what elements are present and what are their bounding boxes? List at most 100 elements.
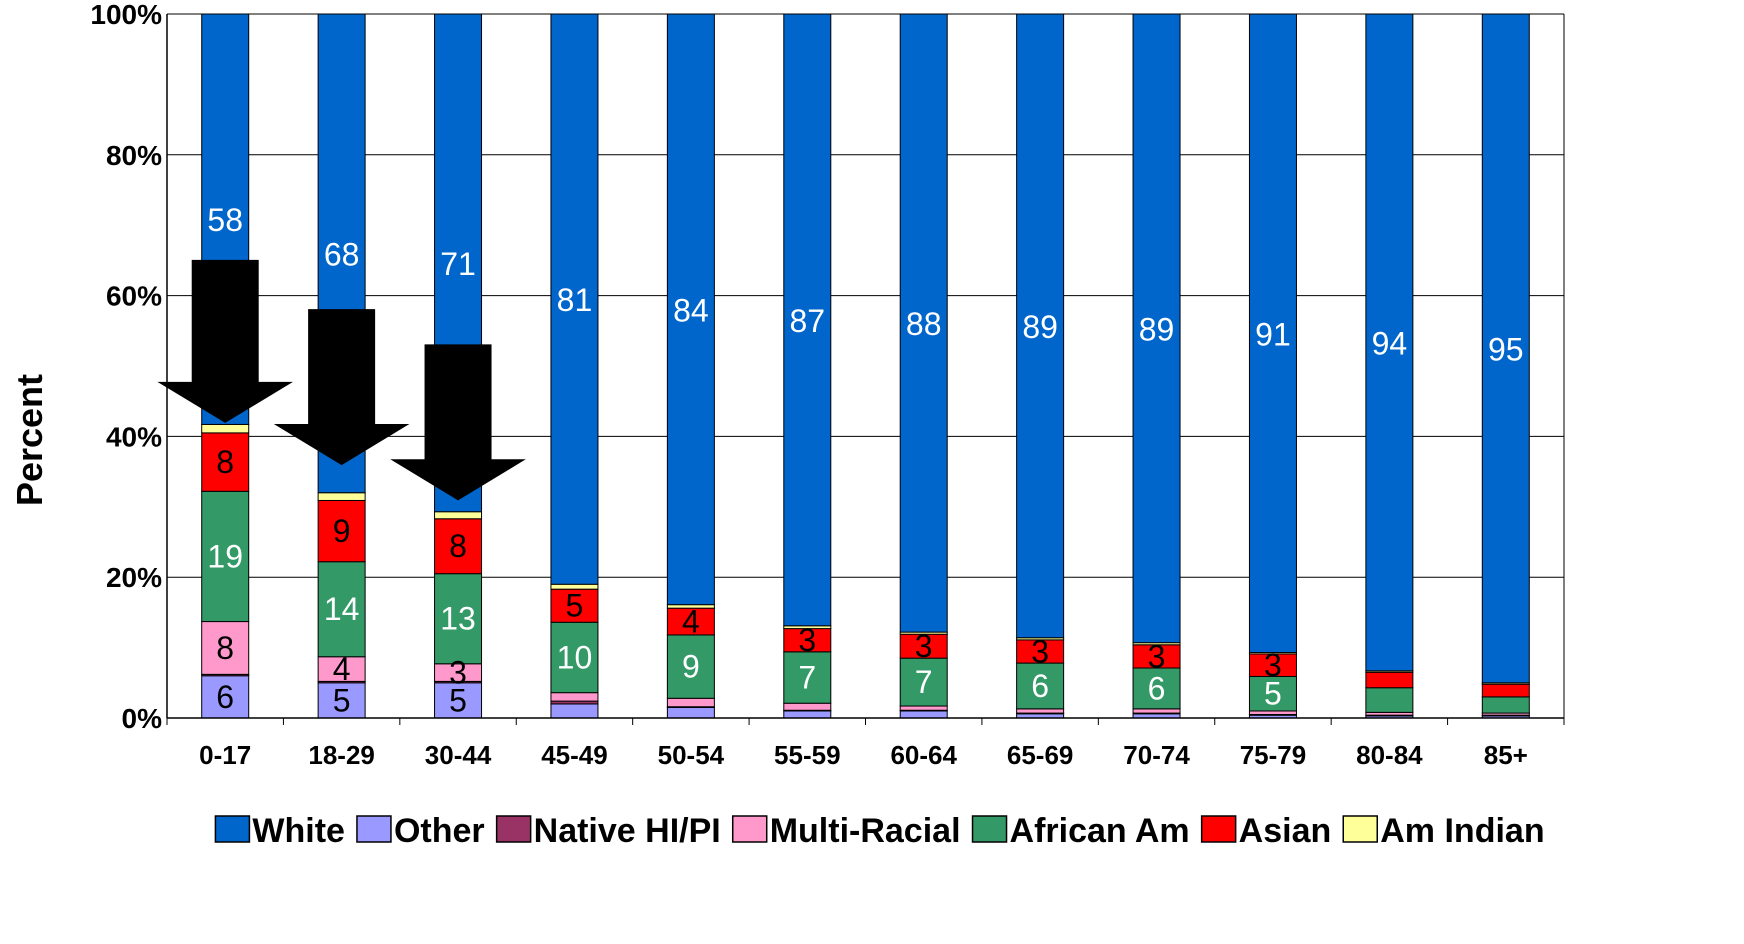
bar-segment xyxy=(899,657,948,707)
data-label: 5 xyxy=(449,682,467,718)
bar-segment xyxy=(550,588,599,623)
legend-swatch xyxy=(731,815,768,843)
bar-segment xyxy=(317,561,366,658)
data-label: 10 xyxy=(557,639,593,675)
x-tick-label: 30-44 xyxy=(425,740,492,770)
data-labels: 6819858541496853138711058194847387738863… xyxy=(207,202,1523,718)
gridlines xyxy=(167,13,1564,719)
legend-label: African Am xyxy=(1010,812,1190,850)
y-tick-label: 60% xyxy=(106,281,162,312)
bar-segment xyxy=(550,692,599,702)
bar-segment xyxy=(1481,13,1530,684)
bar-segment xyxy=(783,13,832,627)
data-label: 5 xyxy=(566,588,584,624)
x-tick-label: 18-29 xyxy=(308,740,375,770)
bar-segment xyxy=(1132,708,1181,714)
bar-stacks xyxy=(201,13,1530,719)
data-label: 5 xyxy=(333,682,351,718)
legend-swatch xyxy=(356,815,392,843)
data-label: 8 xyxy=(216,630,234,666)
data-label: 3 xyxy=(915,628,933,664)
x-tick-label: 85+ xyxy=(1484,740,1528,770)
x-tick-label: 45-49 xyxy=(541,740,608,770)
bar-segment xyxy=(1016,662,1065,710)
axes: 0% 20% 40% 60% 80% 100% 0-17 18-29 30-44 45-49 50-… xyxy=(90,0,1565,770)
bar-segment xyxy=(550,703,599,719)
bar-segment xyxy=(434,511,483,520)
data-label: 6 xyxy=(1148,670,1166,706)
bar-segment xyxy=(666,697,715,708)
data-label: 7 xyxy=(915,664,933,700)
bar-segment xyxy=(783,710,832,719)
legend-swatch xyxy=(971,815,1008,843)
y-tick-label: 40% xyxy=(106,421,162,452)
bar-segment xyxy=(783,651,832,704)
legend-swatch xyxy=(1200,815,1237,843)
annotation-arrows xyxy=(157,259,526,501)
data-label: 9 xyxy=(682,649,700,685)
legend-label: Other xyxy=(394,812,485,850)
data-label: 6 xyxy=(216,679,234,715)
x-tick-label: 55-59 xyxy=(774,740,841,770)
bar-segment xyxy=(1365,687,1414,713)
data-label: 81 xyxy=(557,282,593,318)
legend-label: Am Indian xyxy=(1380,812,1544,850)
data-label: 5 xyxy=(1264,676,1282,712)
data-label: 94 xyxy=(1372,325,1408,361)
bar-segment xyxy=(317,499,366,563)
down-arrow xyxy=(390,344,526,501)
data-label: 7 xyxy=(798,660,816,696)
bar-segment xyxy=(666,634,715,699)
bar-segment xyxy=(1132,13,1181,644)
bar-segment xyxy=(1248,675,1297,712)
data-label: 71 xyxy=(440,246,476,282)
data-label: 91 xyxy=(1255,316,1291,352)
bar-segment xyxy=(317,492,366,501)
data-label: 8 xyxy=(449,528,467,564)
data-label: 14 xyxy=(324,591,360,627)
legend-swatch xyxy=(214,815,251,843)
x-tick-label: 0-17 xyxy=(199,740,251,770)
legend-label: Asian xyxy=(1239,812,1332,850)
legend-label: Multi-Racial xyxy=(770,812,961,850)
x-tick-label: 80-84 xyxy=(1356,740,1423,770)
bar-segment xyxy=(434,573,483,665)
x-tick-label: 70-74 xyxy=(1123,740,1190,770)
bar-segment xyxy=(1365,13,1414,672)
bar-segment xyxy=(317,656,366,682)
bar-segment xyxy=(666,706,715,719)
bar-segment xyxy=(550,621,599,694)
legend: White Other Native HI/PI Multi-Racial Africa… xyxy=(214,812,1545,850)
data-label: 13 xyxy=(440,601,476,637)
x-tick-label: 50-54 xyxy=(658,740,725,770)
data-label: 9 xyxy=(333,513,351,549)
data-label: 95 xyxy=(1488,331,1524,367)
data-label: 3 xyxy=(1031,633,1049,669)
bar-segment xyxy=(1481,696,1530,714)
bar-segment xyxy=(1481,683,1530,698)
x-tick-label: 75-79 xyxy=(1240,740,1307,770)
legend-label: Native HI/PI xyxy=(534,812,721,850)
legend-label: White xyxy=(252,812,345,850)
data-label: 68 xyxy=(324,236,360,272)
bar-segment xyxy=(1016,708,1065,714)
data-label: 3 xyxy=(1148,638,1166,674)
bar-segment xyxy=(1016,13,1065,639)
data-label: 6 xyxy=(1031,668,1049,704)
x-tick-label: 65-69 xyxy=(1007,740,1074,770)
bar-segment xyxy=(434,682,483,719)
bar-segment xyxy=(1365,671,1414,689)
data-label: 88 xyxy=(906,306,942,342)
data-label: 84 xyxy=(673,292,709,328)
down-arrow xyxy=(157,259,293,423)
legend-swatch xyxy=(495,815,532,843)
bar-segment xyxy=(201,621,250,675)
data-label: 4 xyxy=(682,604,700,640)
y-tick-label: 0% xyxy=(122,703,163,734)
data-label: 4 xyxy=(333,651,351,687)
data-label: 58 xyxy=(207,202,243,238)
down-arrow xyxy=(273,309,410,466)
data-label: 3 xyxy=(449,655,467,691)
bar-segment xyxy=(899,705,948,711)
